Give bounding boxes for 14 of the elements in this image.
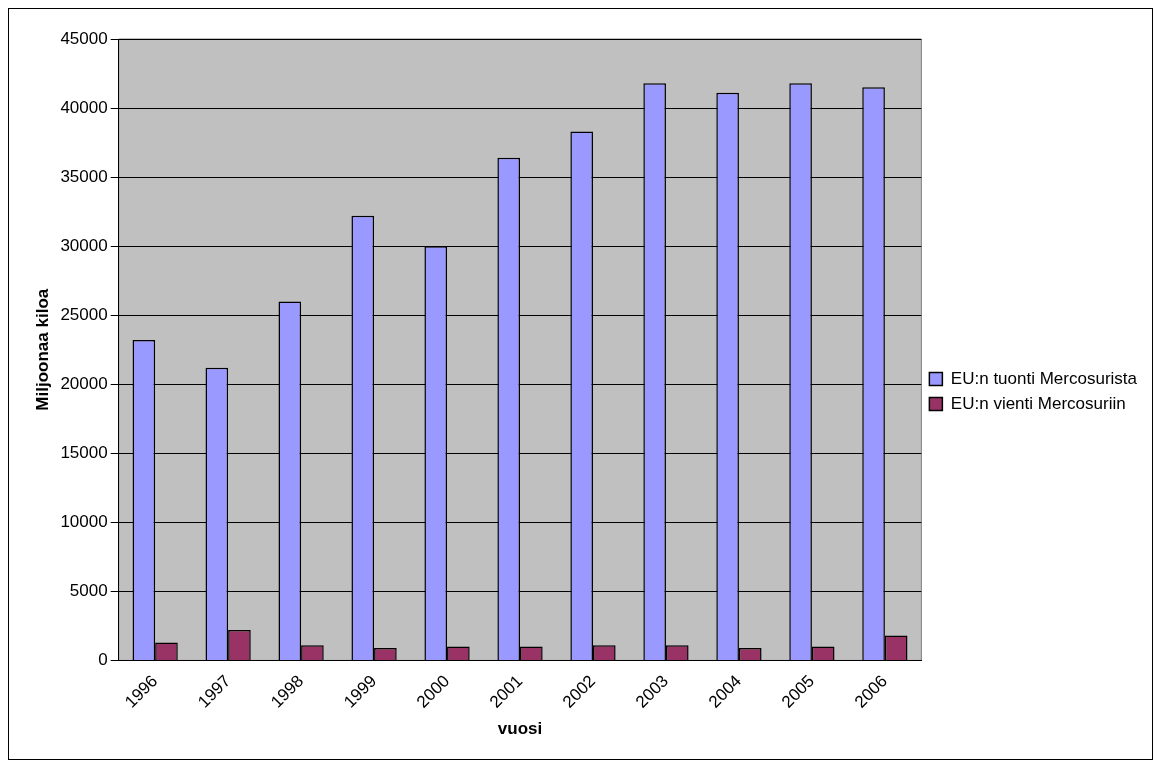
- y-tick-label: 25000: [60, 304, 108, 324]
- y-tick-label: 35000: [60, 166, 108, 186]
- y-tick-label: 40000: [60, 97, 108, 117]
- y-axis-title: Miljoonaa kiloa: [32, 288, 52, 411]
- y-tick-label: 45000: [60, 28, 108, 48]
- y-tick-label: 20000: [60, 373, 108, 393]
- y-tick-label: 5000: [69, 581, 108, 601]
- y-tick-label: 30000: [60, 235, 108, 255]
- legend-label: EU:n tuonti Mercosurista: [950, 368, 1138, 388]
- x-axis-title: vuosi: [497, 719, 543, 739]
- legend-label: EU:n vienti Mercosuriin: [950, 393, 1126, 413]
- y-tick-label: 15000: [60, 442, 108, 462]
- y-tick-label: 10000: [60, 512, 108, 532]
- y-tick-label: 0: [98, 650, 108, 670]
